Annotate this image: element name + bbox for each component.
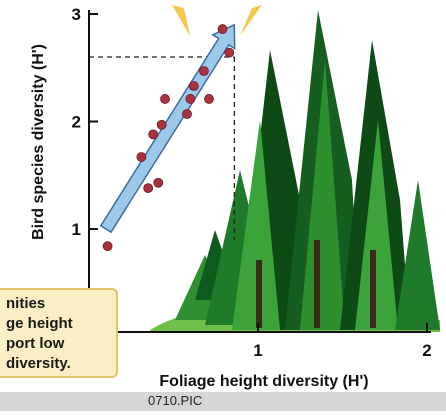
data-point [102,241,113,252]
callout-box: nities ge height port low diversity. [0,288,118,378]
forest-illustration [150,10,440,332]
data-point [153,177,164,188]
data-point [156,119,167,130]
callout-line: diversity. [6,355,71,372]
callout-line: port low [6,335,65,352]
data-point [160,94,170,104]
y-tick-label: 2 [72,113,81,132]
data-point [185,94,196,104]
y-tick-label: 1 [72,220,81,239]
data-point [217,24,228,34]
data-point [182,109,192,119]
data-point [143,183,154,194]
callout-line: ge height [6,315,73,332]
x-tick-label: 1 [253,341,262,360]
file-name: 0710.PIC [148,393,203,408]
data-point [199,66,209,76]
axes [88,10,431,333]
x-axis-label: Foliage height diversity (H') [159,373,368,390]
data-point [148,129,159,140]
data-points [102,24,235,252]
footer-bar: 0710.PIC [0,392,446,411]
data-point [188,81,199,91]
y-axis-label: Bird species diversity (H') [30,44,47,240]
x-tick-label: 2 [422,341,431,360]
light-rays [172,5,262,36]
data-point [136,152,147,162]
data-point [224,47,235,58]
callout-line: nities [6,295,46,312]
trend-arrow-shape [99,23,236,234]
tick-labels: 1 2 3 1 2 [72,5,432,360]
trend-arrow [99,23,236,234]
data-point [204,94,214,104]
y-tick-label: 3 [72,5,81,24]
